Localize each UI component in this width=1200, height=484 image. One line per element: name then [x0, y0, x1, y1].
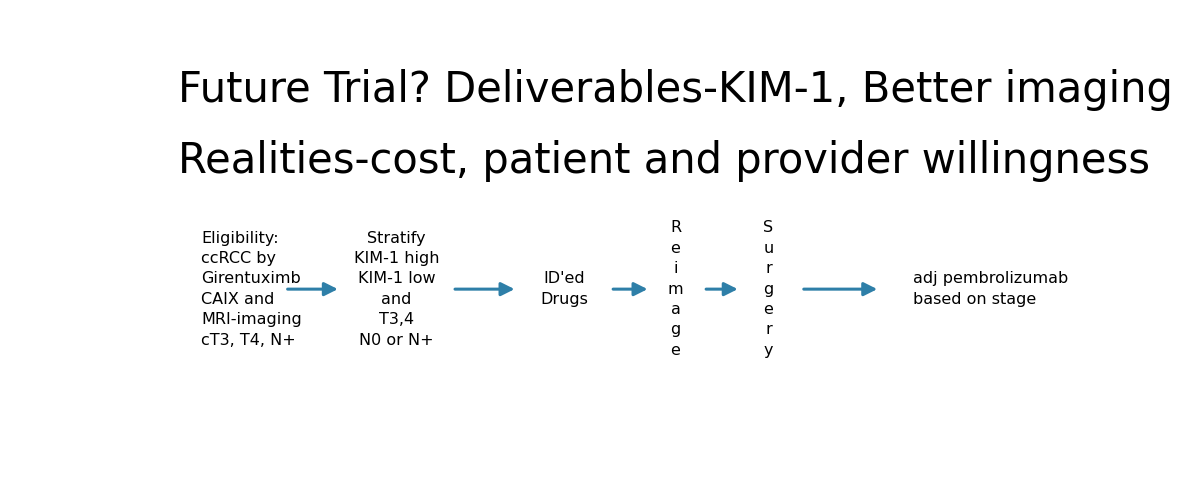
Text: adj pembrolizumab
based on stage: adj pembrolizumab based on stage [912, 272, 1068, 307]
Text: R
e
i
m
a
g
e: R e i m a g e [667, 220, 683, 358]
Text: Future Trial? Deliverables-KIM-1, Better imaging: Future Trial? Deliverables-KIM-1, Better… [178, 69, 1172, 111]
Text: Stratify
KIM-1 high
KIM-1 low
and
T3,4
N0 or N+: Stratify KIM-1 high KIM-1 low and T3,4 N… [354, 231, 439, 348]
Text: ID'ed
Drugs: ID'ed Drugs [540, 272, 588, 307]
Text: Eligibility:
ccRCC by
Girentuximb
CAIX and
MRI-imaging
cT3, T4, N+: Eligibility: ccRCC by Girentuximb CAIX a… [202, 231, 302, 348]
Text: Realities-cost, patient and provider willingness: Realities-cost, patient and provider wil… [178, 140, 1150, 182]
Text: S
u
r
g
e
r
y: S u r g e r y [763, 220, 774, 358]
